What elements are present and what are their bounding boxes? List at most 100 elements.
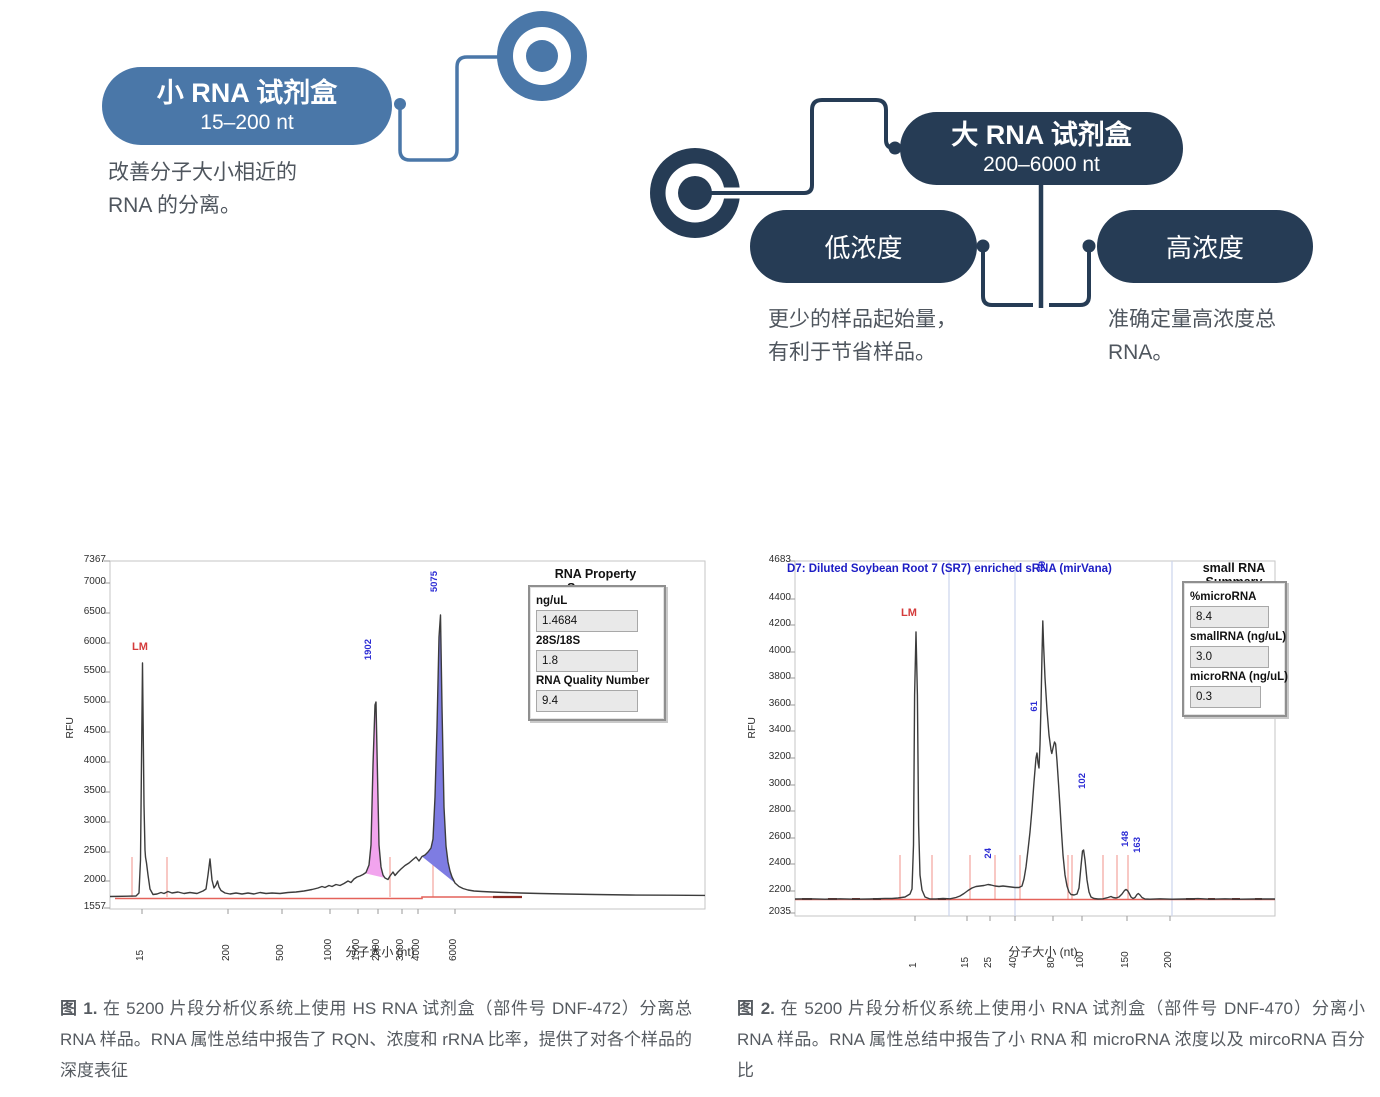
electropherogram-small-rna: D7: Diluted Soybean Root 7 (SR7) enriche… bbox=[740, 545, 1380, 975]
connector-dot bbox=[1082, 239, 1096, 253]
small-rna-kit-range: 15–200 nt bbox=[200, 110, 294, 134]
high-concentration-pill: 高浓度 bbox=[1097, 210, 1313, 283]
y-tick: 2800 bbox=[768, 804, 791, 815]
y-axis-title: RFU bbox=[746, 717, 758, 739]
x-tick: 6000 bbox=[448, 938, 459, 961]
y-axis-ticks bbox=[104, 560, 110, 909]
y-tick: 3500 bbox=[83, 785, 106, 796]
y-tick: 3000 bbox=[83, 815, 106, 826]
y-tick: 2035 bbox=[768, 906, 791, 917]
y-tick: 5500 bbox=[83, 665, 106, 676]
y-tick: 7367 bbox=[83, 554, 106, 565]
y-tick: 4500 bbox=[83, 725, 106, 736]
large-rna-kit-pill: 大 RNA 试剂盒 200–6000 nt bbox=[900, 112, 1183, 185]
y-tick: 4200 bbox=[768, 618, 791, 629]
connector-dot bbox=[888, 141, 902, 155]
y-tick: 2400 bbox=[768, 857, 791, 868]
peak-label-5075: 5075 bbox=[429, 571, 440, 593]
x-tick: 1 bbox=[908, 962, 919, 968]
peak-label-24: 24 bbox=[983, 848, 994, 859]
electropherogram-trace bbox=[794, 620, 1275, 900]
field-label: %microRNA bbox=[1190, 591, 1257, 603]
electropherogram-trace bbox=[109, 614, 706, 898]
field-value: 1.4684 bbox=[536, 610, 638, 632]
low-concentration-description: 更少的样品起始量， 有利于节省样品。 bbox=[768, 308, 957, 364]
peak-1902-fill bbox=[366, 702, 385, 878]
peak-label-163: 163 bbox=[1132, 837, 1143, 853]
chart-title: D7: Diluted Soybean Root 7 (SR7) enriche… bbox=[787, 563, 1112, 575]
y-tick: 6500 bbox=[83, 606, 106, 617]
target-bullseye-icon bbox=[497, 11, 587, 101]
y-tick: 3600 bbox=[768, 698, 791, 709]
chart-canvas bbox=[104, 560, 706, 914]
figure-1-caption: 图 1. 在 5200 片段分析仪系统上使用 HS RNA 试剂盒（部件号 DN… bbox=[60, 993, 692, 1086]
x-tick: 15 bbox=[960, 956, 971, 968]
y-tick: 4683 bbox=[768, 554, 791, 565]
y-tick: 1557 bbox=[83, 901, 106, 912]
y-tick: 3200 bbox=[768, 751, 791, 762]
large-rna-kit-range: 200–6000 nt bbox=[983, 153, 1100, 176]
rna-property-summary-panel: ng/uL 1.4684 28S/18S 1.8 RNA Quality Num… bbox=[528, 585, 666, 721]
x-axis-ticks bbox=[914, 916, 1171, 921]
y-tick: 4000 bbox=[768, 645, 791, 656]
low-concentration-pill: 低浓度 bbox=[750, 210, 977, 283]
x-axis-ticks bbox=[141, 909, 456, 914]
peak-region-markers bbox=[899, 855, 1129, 899]
size-region-lines bbox=[948, 561, 1173, 916]
plot-frame bbox=[109, 560, 706, 910]
y-tick: 2600 bbox=[768, 831, 791, 842]
y-tick: 2200 bbox=[768, 884, 791, 895]
baseline-red bbox=[115, 896, 493, 900]
small-rna-kit-pill: 小 RNA 试剂盒 15–200 nt bbox=[102, 67, 392, 145]
peak-label-1902: 1902 bbox=[363, 639, 374, 661]
y-axis-title: RFU bbox=[64, 717, 76, 739]
y-tick: 5000 bbox=[83, 695, 106, 706]
y-tick: 3800 bbox=[768, 671, 791, 682]
branch-connector-left bbox=[981, 246, 1033, 307]
y-axis-ticks bbox=[789, 560, 795, 914]
large-kit-connector-line bbox=[697, 98, 895, 195]
lower-marker-label: LM bbox=[132, 641, 148, 653]
high-concentration-label: 高浓度 bbox=[1165, 233, 1244, 263]
field-label: microRNA (ng/uL) bbox=[1190, 671, 1288, 683]
figure-2-caption-prefix: 图 2. bbox=[737, 999, 775, 1018]
y-tick: 3400 bbox=[768, 724, 791, 735]
kit-diagram-connectors bbox=[394, 11, 1096, 308]
x-tick: 500 bbox=[275, 944, 286, 961]
x-tick: 200 bbox=[221, 944, 232, 961]
y-tick: 2000 bbox=[83, 874, 106, 885]
figure-1-caption-prefix: 图 1. bbox=[60, 999, 98, 1018]
high-concentration-description: 准确定量高浓度总 RNA。 bbox=[1108, 308, 1276, 364]
peak-label-102: 102 bbox=[1077, 773, 1088, 789]
small-rna-kit-description: 改善分子大小相近的 RNA 的分离。 bbox=[108, 161, 297, 217]
branch-connector-right bbox=[1049, 246, 1091, 307]
plot-frame bbox=[794, 560, 1276, 917]
figure-2-caption: 图 2. 在 5200 片段分析仪系统上使用小 RNA 试剂盒（部件号 DNF-… bbox=[737, 993, 1365, 1086]
x-tick: 15 bbox=[135, 949, 146, 961]
chart-canvas bbox=[789, 560, 1276, 921]
field-value: 8.4 bbox=[1190, 606, 1269, 628]
x-tick: 150 bbox=[1120, 951, 1131, 968]
small-rna-kit-title: 小 RNA 试剂盒 bbox=[156, 77, 338, 108]
field-value: 0.3 bbox=[1190, 686, 1261, 708]
field-value: 9.4 bbox=[536, 690, 638, 712]
peak-region-markers bbox=[131, 857, 434, 897]
peak-label-61: 61 bbox=[1029, 701, 1040, 712]
y-tick: 7000 bbox=[83, 576, 106, 587]
field-label: 28S/18S bbox=[536, 635, 581, 647]
field-value: 1.8 bbox=[536, 650, 638, 672]
figure-1-caption-text: 在 5200 片段分析仪系统上使用 HS RNA 试剂盒（部件号 DNF-472… bbox=[60, 999, 692, 1080]
target-bullseye-icon bbox=[650, 148, 740, 238]
field-value: 3.0 bbox=[1190, 646, 1269, 668]
field-label: RNA Quality Number bbox=[536, 675, 650, 687]
field-label: ng/uL bbox=[536, 595, 568, 607]
field-label: smallRNA (ng/uL) bbox=[1190, 631, 1287, 643]
electropherogram-total-rna: 7367 7000 6500 6000 5500 5000 4500 4000 … bbox=[60, 545, 710, 975]
connector-dot bbox=[394, 98, 406, 110]
figure-2-caption-text: 在 5200 片段分析仪系统上使用小 RNA 试剂盒（部件号 DNF-470）分… bbox=[737, 999, 1365, 1080]
x-axis-title: 分子大小 (nt) bbox=[1008, 945, 1078, 959]
connector-dot bbox=[976, 239, 990, 253]
y-tick: 6000 bbox=[83, 636, 106, 647]
x-axis-title: 分子大小 (nt) bbox=[345, 945, 415, 959]
